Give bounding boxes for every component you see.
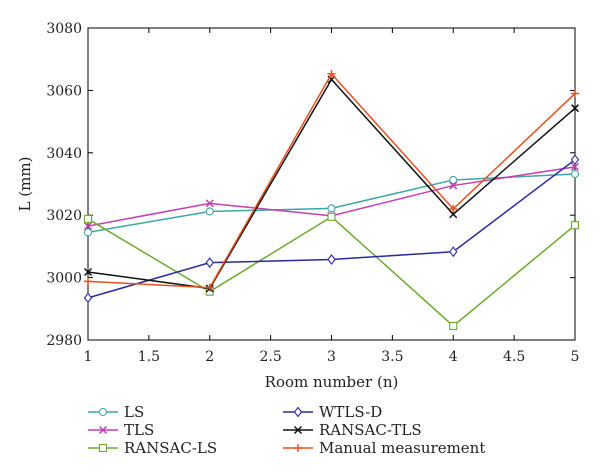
series-line-ls bbox=[87, 173, 576, 234]
x-tick-label: 1.5 bbox=[138, 349, 160, 365]
data-point-wtls-d bbox=[570, 154, 580, 166]
data-point-wtls-d bbox=[205, 257, 214, 269]
x-tick-label: 2 bbox=[205, 349, 214, 365]
series-manual-measurement bbox=[84, 69, 579, 292]
x-axis-label: Room number (n) bbox=[265, 373, 399, 391]
legend-label: RANSAC-LS bbox=[124, 439, 217, 457]
data-point-ransac-tls bbox=[449, 210, 458, 219]
legend-label: RANSAC-TLS bbox=[319, 421, 422, 439]
data-point-ls bbox=[205, 207, 214, 216]
legend-item-ransac-ls: RANSAC-LS bbox=[88, 439, 217, 457]
x-tick-label: 5 bbox=[571, 349, 580, 365]
y-tick-label: 3060 bbox=[46, 83, 82, 99]
data-point-manual-measurement bbox=[571, 89, 579, 98]
data-point-wtls-d bbox=[83, 292, 93, 304]
legend-item-manual-measurement: Manual measurement bbox=[283, 439, 485, 457]
legend-marker bbox=[293, 406, 303, 418]
data-point-tls bbox=[83, 222, 93, 231]
data-point-ransac-ls bbox=[449, 321, 458, 331]
x-axis: 1 1.5 2 2.5 3 3.5 4 4.5 5 bbox=[84, 28, 580, 365]
data-point-manual-measurement bbox=[205, 283, 214, 292]
y-axis-label: L (mm) bbox=[16, 157, 34, 212]
x-tick-label: 2.5 bbox=[259, 349, 281, 365]
data-point-ls bbox=[327, 204, 336, 213]
y-axis: 2980 3000 3020 3040 3060 3080 bbox=[46, 21, 575, 349]
series-layer bbox=[83, 69, 580, 331]
legend-marker bbox=[294, 444, 302, 452]
y-tick-label: 3020 bbox=[46, 208, 82, 224]
y-tick-label: 3000 bbox=[46, 271, 82, 287]
legend-item-tls: TLS bbox=[88, 421, 154, 439]
y-tick-label: 3040 bbox=[46, 146, 82, 162]
data-point-ransac-ls bbox=[570, 221, 580, 230]
legend-item-ls: LS bbox=[88, 403, 144, 421]
data-point-ransac-ls bbox=[327, 212, 336, 221]
data-point-ls bbox=[449, 175, 458, 184]
legend-marker bbox=[98, 425, 108, 435]
series-ransac-ls bbox=[83, 212, 580, 331]
series-ls bbox=[83, 169, 580, 237]
data-point-ransac-ls bbox=[83, 214, 93, 223]
legend-item-ransac-tls: RANSAC-TLS bbox=[283, 421, 422, 439]
data-point-ls bbox=[83, 228, 93, 237]
legend-label: TLS bbox=[124, 421, 154, 439]
x-tick-label: 3.5 bbox=[381, 349, 403, 365]
series-wtls-d bbox=[83, 154, 580, 304]
data-point-tls bbox=[205, 199, 214, 208]
data-point-tls bbox=[449, 181, 458, 190]
legend-item-wtls-d: WTLS-D bbox=[283, 403, 382, 421]
data-point-tls bbox=[570, 162, 580, 171]
x-tick-label: 1 bbox=[84, 349, 93, 365]
data-point-ransac-tls bbox=[570, 104, 580, 113]
data-point-ls bbox=[570, 169, 580, 179]
legend-label: Manual measurement bbox=[319, 439, 485, 457]
legend-label: WTLS-D bbox=[319, 403, 382, 421]
legend-marker bbox=[98, 407, 108, 417]
data-point-manual-measurement bbox=[327, 69, 336, 78]
legend-marker bbox=[293, 425, 303, 435]
data-point-ransac-tls bbox=[83, 267, 93, 277]
y-tick-label: 3080 bbox=[46, 21, 82, 37]
legend-label: LS bbox=[124, 403, 144, 421]
series-line-ransac-ls bbox=[87, 215, 576, 327]
data-point-manual-measurement bbox=[449, 204, 458, 213]
y-tick-label: 2980 bbox=[46, 333, 82, 349]
series-line-wtls-d bbox=[87, 159, 576, 299]
data-point-wtls-d bbox=[327, 254, 336, 265]
legend-marker bbox=[98, 443, 108, 453]
data-point-manual-measurement bbox=[84, 277, 92, 286]
x-tick-label: 4.5 bbox=[503, 349, 525, 365]
data-point-wtls-d bbox=[449, 246, 458, 258]
x-tick-label: 3 bbox=[327, 349, 336, 365]
x-tick-label: 4 bbox=[449, 349, 458, 365]
